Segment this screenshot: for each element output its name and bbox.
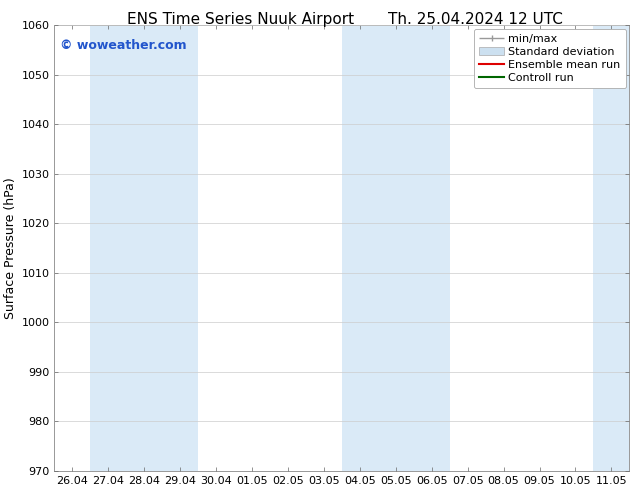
Y-axis label: Surface Pressure (hPa): Surface Pressure (hPa) [4,177,17,319]
Legend: min/max, Standard deviation, Ensemble mean run, Controll run: min/max, Standard deviation, Ensemble me… [474,28,626,88]
Bar [593,25,634,471]
Bar [90,25,198,471]
Text: © woweather.com: © woweather.com [60,39,186,51]
Text: Th. 25.04.2024 12 UTC: Th. 25.04.2024 12 UTC [388,12,563,27]
Text: ENS Time Series Nuuk Airport: ENS Time Series Nuuk Airport [127,12,354,27]
Bar [342,25,450,471]
